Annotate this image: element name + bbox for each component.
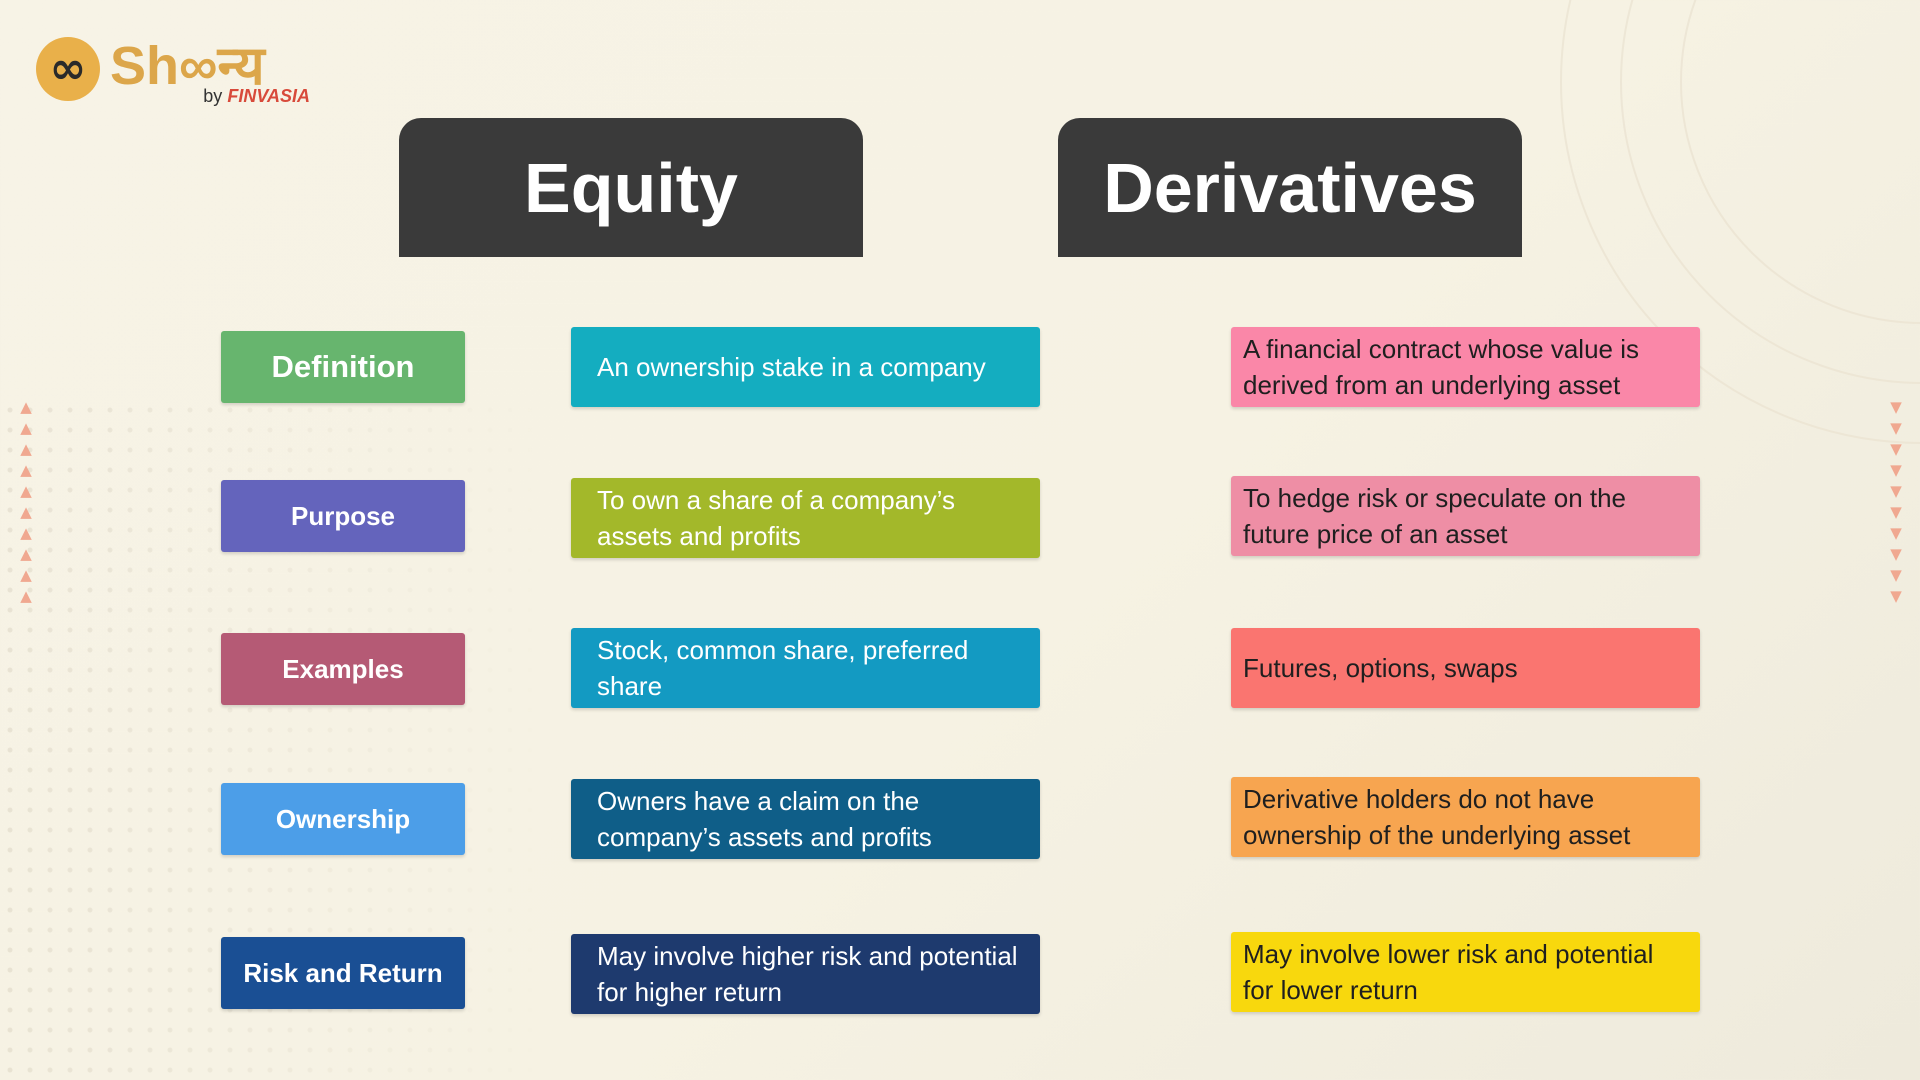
derivatives-cell-definition: A financial contract whose value is deri… [1231, 327, 1700, 407]
brand-logo: ∞ Sh∞न्य by FINVASIA [36, 26, 310, 112]
triangle-up-icon: ▲ [20, 566, 32, 584]
triangle-down-icon: ▼ [1890, 566, 1902, 584]
triangle-up-icon: ▲ [20, 524, 32, 542]
row-label-ownership: Ownership [221, 783, 465, 855]
row-label-purpose: Purpose [221, 480, 465, 552]
triangle-down-icon: ▼ [1890, 545, 1902, 563]
infinity-logo-icon: ∞ [36, 37, 100, 101]
equity-cell-purpose: To own a share of a company’s assets and… [571, 478, 1040, 558]
triangle-down-icon: ▼ [1890, 524, 1902, 542]
logo-word: Sh∞न्य [110, 36, 265, 96]
logo-brand: FINVASIA [227, 86, 310, 106]
triangle-up-icon: ▲ [20, 440, 32, 458]
logo-by-text: by [203, 86, 223, 106]
derivatives-column-header: Derivatives [1058, 118, 1522, 257]
equity-cell-definition: An ownership stake in a company [571, 327, 1040, 407]
triangle-up-decoration: ▲ ▲ ▲ ▲ ▲ ▲ ▲ ▲ ▲ ▲ [16, 400, 36, 604]
triangle-up-icon: ▲ [20, 398, 32, 416]
equity-column-header: Equity [399, 118, 863, 257]
triangle-down-icon: ▼ [1890, 503, 1902, 521]
triangle-down-icon: ▼ [1890, 440, 1902, 458]
derivatives-cell-examples: Futures, options, swaps [1231, 628, 1700, 708]
row-label-examples: Examples [221, 633, 465, 705]
logo-wordmark: Sh∞न्य by FINVASIA [110, 26, 310, 112]
triangle-down-icon: ▼ [1890, 587, 1902, 605]
equity-cell-ownership: Owners have a claim on the company’s ass… [571, 779, 1040, 859]
equity-cell-risk-and-return: May involve higher risk and potential fo… [571, 934, 1040, 1014]
derivatives-cell-ownership: Derivative holders do not have ownership… [1231, 777, 1700, 857]
derivatives-cell-risk-and-return: May involve lower risk and potential for… [1231, 932, 1700, 1012]
triangle-down-icon: ▼ [1890, 419, 1902, 437]
row-label-risk-and-return: Risk and Return [221, 937, 465, 1009]
triangle-up-icon: ▲ [20, 587, 32, 605]
triangle-down-icon: ▼ [1890, 482, 1902, 500]
triangle-up-icon: ▲ [20, 503, 32, 521]
triangle-down-icon: ▼ [1890, 461, 1902, 479]
triangle-up-icon: ▲ [20, 419, 32, 437]
triangle-down-icon: ▼ [1890, 398, 1902, 416]
triangle-up-icon: ▲ [20, 461, 32, 479]
equity-cell-examples: Stock, common share, preferred share [571, 628, 1040, 708]
row-label-definition: Definition [221, 331, 465, 403]
triangle-up-icon: ▲ [20, 482, 32, 500]
derivatives-cell-purpose: To hedge risk or speculate on the future… [1231, 476, 1700, 556]
triangle-down-decoration: ▼ ▼ ▼ ▼ ▼ ▼ ▼ ▼ ▼ ▼ [1886, 400, 1906, 604]
logo-byline: by FINVASIA [203, 86, 310, 107]
triangle-up-icon: ▲ [20, 545, 32, 563]
